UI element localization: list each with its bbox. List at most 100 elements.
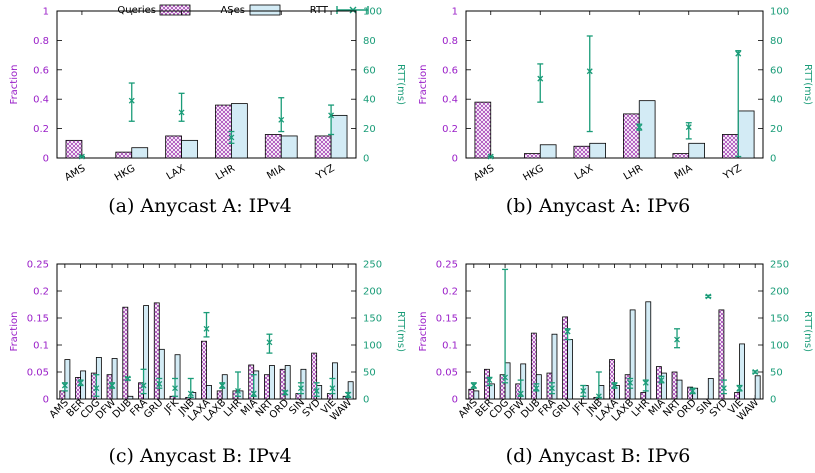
rtt-point — [533, 385, 540, 392]
rtt-errorbar-ams — [78, 153, 85, 160]
rtt-point — [219, 382, 226, 389]
y-tick-label: 0 — [452, 395, 458, 406]
y-tick-label: 0 — [43, 154, 49, 165]
y2-tick-label: 250 — [363, 260, 382, 271]
y-axis-label: Fraction — [418, 312, 429, 352]
y-axis-label: Fraction — [9, 312, 20, 352]
rtt-point — [109, 382, 116, 389]
bar-ases-yyz — [330, 114, 348, 159]
bar-ases-hkg — [539, 144, 557, 159]
bar-ases-mia — [280, 135, 298, 159]
bar-ases-ams — [64, 359, 71, 400]
y2-tick-label: 50 — [363, 368, 376, 379]
panel-b: 0 0.2 0.4 0.6 0.8 1 0 20 40 60 80 100 Fraction RTT(ms… — [418, 7, 813, 218]
rtt-errorbar-lax — [586, 35, 593, 133]
bar-queries-dub — [530, 332, 537, 400]
bar-ases-ber — [489, 383, 495, 400]
bar-queries-laxa — [201, 340, 207, 400]
y-tick-label: 0.05 — [436, 368, 458, 379]
rtt-errorbar-ord — [282, 389, 289, 396]
rtt-errorbar-ber — [77, 379, 84, 387]
bar-queries-hkg — [115, 151, 133, 159]
x-tick-label: HKG — [521, 163, 545, 183]
y2-tick-label: 40 — [363, 95, 376, 106]
bar-ases-waw — [347, 381, 354, 400]
rtt-point — [636, 124, 643, 131]
bar-queries-lhr — [623, 113, 640, 159]
rtt-point — [486, 377, 493, 384]
bar-queries-mia — [264, 134, 282, 159]
caption: (d) Anycast B: IPv6 — [506, 445, 691, 467]
rtt-point — [266, 339, 273, 346]
y-tick-label: 0.4 — [442, 95, 458, 106]
y2-tick-label: 80 — [363, 36, 376, 47]
rtt-point — [586, 68, 593, 75]
rtt-point — [77, 379, 84, 386]
rtt-errorbar-yyz — [328, 104, 335, 136]
bar-ases-nrt — [269, 365, 275, 400]
y2-tick-label: 100 — [770, 7, 789, 18]
rtt-point — [720, 385, 727, 392]
bar-ases-waw — [754, 375, 761, 400]
rtt-errorbar-mia — [250, 374, 257, 397]
y2-tick-label: 60 — [770, 65, 783, 76]
rtt-point — [487, 153, 494, 160]
bar-queries-lax — [573, 145, 591, 159]
bar-queries-lax — [165, 135, 182, 159]
bar-queries-dub — [122, 306, 129, 400]
bar-ases-lax — [181, 139, 198, 159]
x-tick-label: GRU — [550, 397, 573, 420]
y2-tick-label: 80 — [770, 36, 783, 47]
x-tick-label: LAX — [165, 163, 188, 182]
rtt-point — [537, 75, 544, 82]
rtt-errorbar-dub — [533, 383, 540, 392]
rtt-errorbar-syd — [313, 382, 320, 397]
x-tick-label: HKG — [113, 163, 137, 183]
rtt-point — [627, 379, 634, 386]
bar-queries-ams — [65, 139, 83, 159]
rtt-point — [228, 134, 235, 141]
rtt-errorbar-gru — [564, 328, 571, 341]
bar-queries-yyz — [314, 135, 332, 159]
rtt-point — [642, 379, 649, 386]
rtt-point — [752, 369, 759, 375]
bar-queries-hkg — [524, 153, 541, 159]
rtt-point — [128, 97, 135, 104]
y2-tick-label: 0 — [363, 154, 369, 165]
bar-ases-laxb — [629, 309, 636, 400]
rtt-errorbar-gru — [156, 377, 163, 389]
y2-axis-label: RTT(ms) — [802, 311, 813, 352]
y2-tick-label: 20 — [363, 124, 376, 135]
bar-ases-dfw — [111, 358, 118, 400]
rtt-point — [313, 387, 320, 394]
y-axis-label: Fraction — [418, 65, 429, 105]
y-tick-label: 0.25 — [27, 260, 49, 271]
bar-ases-vie — [739, 343, 745, 400]
bar-ases-jfk — [174, 354, 181, 400]
rtt-errorbar-mia — [278, 97, 285, 133]
rtt-errorbar-jfk — [580, 384, 587, 397]
bar-queries-nrt — [671, 371, 678, 400]
y2-tick-label: 100 — [363, 7, 382, 18]
y-tick-label: 0.1 — [33, 341, 49, 352]
bar-ases-nrt — [676, 379, 683, 400]
rtt-errorbar-nrt — [674, 328, 681, 349]
bar-ases-yyz — [737, 110, 755, 159]
y-tick-label: 1 — [452, 7, 458, 18]
rtt-point — [178, 109, 185, 116]
rtt-errorbar-jnb — [595, 371, 602, 400]
x-tick-label: AMS — [472, 163, 496, 183]
bar-queries-syd — [718, 309, 725, 400]
rtt-point — [235, 387, 241, 394]
rtt-errorbar-sin — [705, 293, 712, 300]
y-tick-label: 0.25 — [436, 260, 458, 271]
bar-queries-ams — [474, 101, 492, 159]
bar-ases-fra — [551, 333, 558, 400]
rtt-point — [564, 328, 571, 335]
bar-ases-dub — [127, 395, 134, 400]
bar-ases-lhr — [231, 103, 248, 159]
rtt-errorbar-mia — [658, 375, 665, 384]
rtt-errorbar-yyz — [735, 50, 742, 158]
rtt-point — [78, 153, 85, 160]
